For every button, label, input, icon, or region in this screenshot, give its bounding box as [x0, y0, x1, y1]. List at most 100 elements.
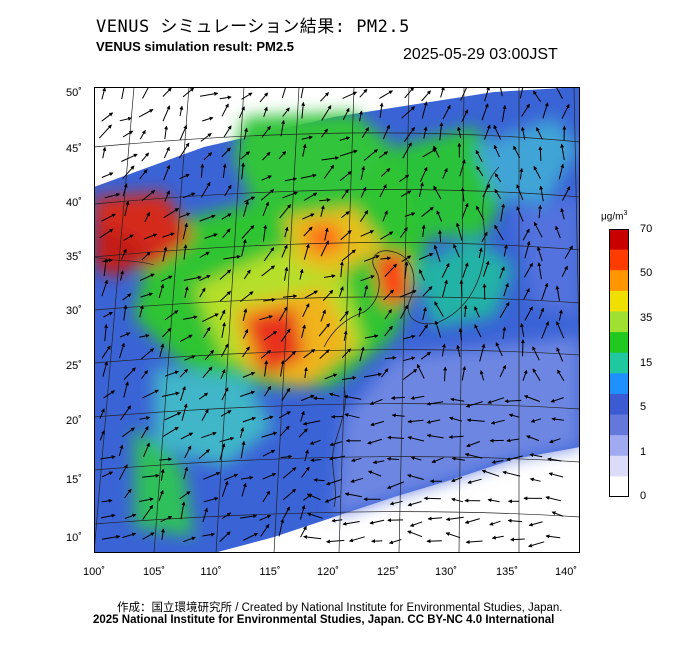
wind-arrow	[341, 188, 349, 199]
wind-arrow	[434, 301, 444, 317]
wind-arrow	[556, 347, 564, 362]
wind-arrow	[261, 265, 276, 277]
wind-arrow	[303, 366, 308, 379]
wind-arrow	[158, 283, 165, 299]
wind-arrow	[506, 455, 523, 462]
wind-arrow	[523, 262, 533, 278]
wind-arrow	[487, 498, 500, 503]
wind-arrow	[458, 327, 463, 341]
wind-arrow	[303, 535, 322, 540]
wind-arrow	[407, 436, 425, 442]
wind-arrow	[384, 325, 393, 337]
wind-arrow	[162, 87, 172, 97]
wind-arrow	[306, 493, 321, 501]
wind-arrow	[419, 269, 425, 281]
colorbar-swatch	[609, 435, 629, 457]
wind-arrow	[179, 124, 187, 141]
wind-arrow	[359, 346, 365, 362]
wind-arrow	[379, 184, 387, 198]
lon-tick-label: 130˚	[434, 566, 458, 578]
wind-arrow	[350, 457, 362, 463]
wind-arrow	[239, 291, 254, 302]
wind-arrow	[219, 442, 226, 461]
wind-arrow	[363, 372, 383, 378]
wind-arrow	[219, 291, 231, 302]
wind-arrow	[462, 262, 469, 278]
lat-tick-label: 35˚	[66, 251, 82, 263]
wind-arrow	[475, 205, 485, 221]
wind-arrow	[516, 206, 524, 222]
wind-arrow	[141, 369, 148, 379]
wind-arrow	[542, 102, 549, 119]
wind-arrow	[453, 243, 460, 258]
wind-arrow	[479, 343, 486, 362]
colorbar-swatch	[609, 311, 629, 333]
wind-arrow	[407, 473, 424, 480]
wind-arrow	[550, 397, 564, 403]
wind-arrow	[200, 163, 205, 178]
wind-arrow	[342, 107, 350, 121]
wind-arrow	[402, 334, 416, 340]
wind-arrow	[202, 313, 219, 323]
wind-arrow	[564, 245, 573, 259]
wind-arrow	[240, 475, 254, 480]
wind-arrow	[179, 491, 191, 500]
wind-arrow	[199, 287, 206, 298]
wind-arrow	[309, 439, 321, 445]
wind-arrow	[516, 184, 524, 201]
wind-arrow	[98, 124, 112, 139]
wind-arrow	[433, 244, 441, 262]
wind-arrow	[464, 452, 483, 459]
wind-arrow	[504, 399, 522, 404]
wind-arrow	[384, 308, 392, 320]
wind-arrow	[331, 518, 343, 523]
wind-arrow	[323, 274, 336, 279]
wind-arrow	[532, 90, 542, 102]
wind-arrow	[466, 441, 481, 448]
wind-arrow	[160, 528, 165, 540]
wind-arrow	[523, 395, 541, 403]
wind-vectors	[98, 87, 573, 548]
wind-arrow	[179, 385, 186, 401]
lat-tick-label: 50˚	[66, 87, 82, 99]
colorbar-tick-label: 70	[640, 223, 653, 235]
wind-arrow	[242, 328, 249, 339]
wind-arrow	[431, 457, 444, 463]
wind-arrow	[507, 518, 523, 523]
wind-arrow	[416, 363, 425, 379]
wind-arrow	[409, 521, 423, 527]
wind-arrow	[139, 497, 154, 502]
wind-arrow	[261, 175, 272, 181]
wind-arrow	[379, 102, 384, 118]
wind-arrow	[178, 142, 190, 159]
lon-tick-label: 120˚	[316, 566, 340, 578]
colorbar-swatch	[609, 476, 629, 497]
wind-arrow	[541, 321, 550, 339]
wind-arrow	[343, 330, 348, 341]
lon-tick-label: 140˚	[554, 566, 578, 578]
wind-arrow	[529, 453, 543, 458]
wind-arrow	[198, 449, 210, 459]
lon-tick-label: 115˚	[259, 566, 281, 578]
wind-arrow	[383, 289, 395, 301]
wind-arrow	[163, 146, 170, 159]
wind-arrow	[260, 189, 275, 201]
wind-arrow	[204, 233, 218, 239]
wind-arrow	[300, 394, 315, 402]
wind-arrow	[260, 349, 272, 359]
wind-arrow	[329, 392, 340, 397]
wind-arrow	[426, 539, 442, 544]
wind-arrow	[426, 433, 444, 439]
wind-arrow	[320, 240, 329, 257]
wind-arrow	[282, 467, 297, 479]
wind-arrow	[102, 146, 107, 159]
wind-arrow	[202, 532, 216, 537]
lon-tick-label: 110˚	[200, 566, 222, 578]
wind-arrow	[238, 106, 245, 119]
wind-arrow	[348, 536, 365, 543]
wind-arrow	[240, 440, 246, 459]
wind-arrow	[139, 304, 144, 318]
wind-arrow	[224, 473, 239, 481]
wind-arrow	[240, 151, 251, 160]
wind-arrow	[302, 420, 321, 426]
